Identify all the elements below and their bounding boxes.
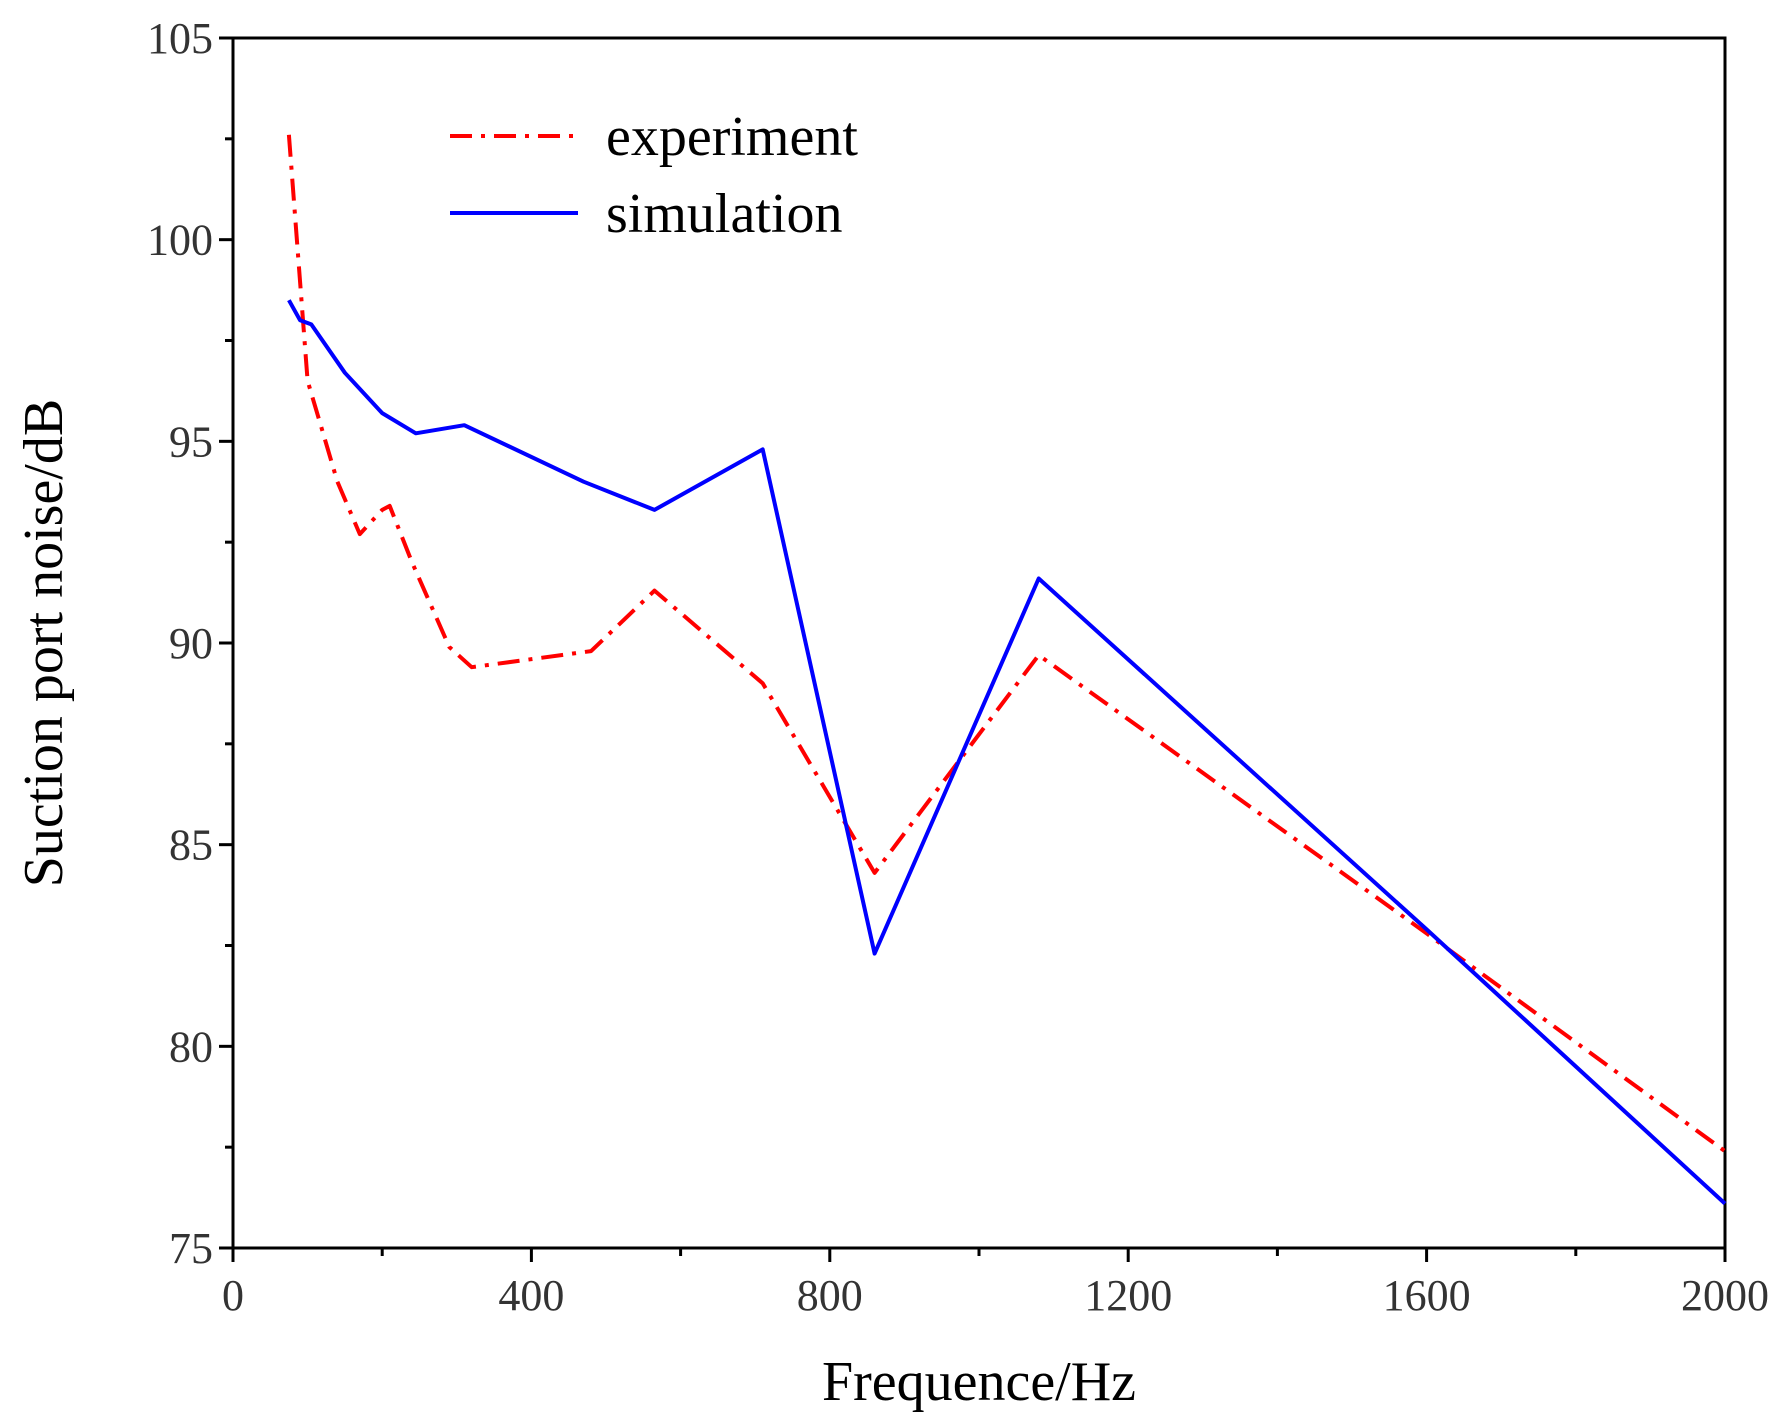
legend: experiment simulation <box>450 106 858 245</box>
series-line-experiment <box>286 134 1727 1153</box>
x-axis-title: Frequence/Hz <box>822 1351 1136 1413</box>
x-tick-label: 800 <box>797 1271 863 1320</box>
y-tick-label: 85 <box>169 821 213 870</box>
y-tick-label: 105 <box>147 14 213 63</box>
x-tick-label: 0 <box>222 1271 244 1320</box>
y-tick-label: 75 <box>169 1224 213 1273</box>
y-tick-label: 90 <box>169 619 213 668</box>
y-tick-label: 100 <box>147 216 213 265</box>
legend-label-experiment: experiment <box>606 106 858 168</box>
x-axis-ticks: 0 400 800 1200 1600 2000 <box>222 1248 1769 1320</box>
y-axis-ticks: 75 80 85 90 95 100 105 <box>147 14 233 1273</box>
x-tick-label: 1200 <box>1084 1271 1172 1320</box>
series-line-simulation <box>287 299 1727 1206</box>
y-axis-title: Suction port noise/dB <box>13 399 75 887</box>
legend-label-simulation: simulation <box>606 183 842 245</box>
y-tick-label: 80 <box>169 1022 213 1071</box>
plot-frame <box>231 36 1727 1250</box>
x-tick-label: 400 <box>498 1271 564 1320</box>
y-tick-label: 95 <box>169 417 213 466</box>
series-layer <box>286 134 1727 1206</box>
x-tick-label: 2000 <box>1681 1271 1769 1320</box>
x-tick-label: 1600 <box>1383 1271 1471 1320</box>
